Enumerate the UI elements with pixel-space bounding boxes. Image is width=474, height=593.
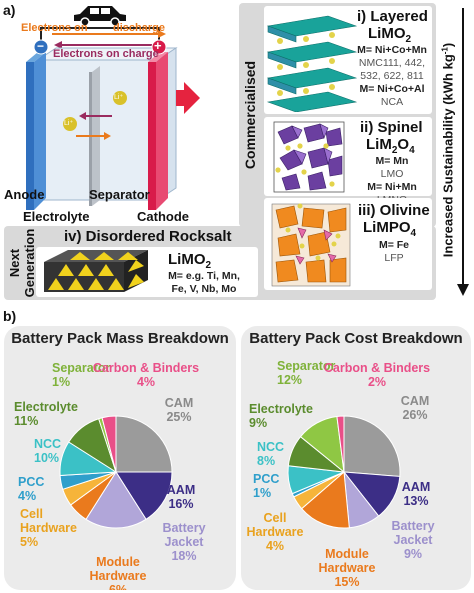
pie-label-battery-jacket: Battery Jacket 9%: [391, 519, 434, 561]
sustainability-label-close: ): [440, 42, 456, 48]
layered-line: M= Ni+Co+Al: [359, 83, 425, 95]
sustainability-label-sup: -1: [440, 47, 450, 55]
discharge-label-left: Electrons on: [21, 22, 88, 34]
next-generation-label: Next Generation: [7, 229, 37, 298]
charge-label: Electrons on charge: [53, 48, 159, 60]
mass-pie-title: Battery Pack Mass Breakdown: [11, 330, 229, 347]
spinel-formula-b: O: [397, 136, 410, 153]
spinel-formula-sub1: 2: [391, 145, 398, 156]
spinel-grey-line: LMO: [380, 168, 404, 180]
pie-slice-battery-jacket: [85, 471, 147, 529]
spinel-line: M= Ni+Mn: [367, 181, 417, 193]
pie-label-cell-hardware: Cell Hardware 4%: [247, 511, 304, 553]
spinel-title: ii) Spinel: [360, 119, 423, 136]
pie-label-pcc: PCC 1%: [253, 472, 279, 500]
olivine-line: M= Fe: [378, 239, 410, 251]
pie-label-module-hardware: Module Hardware 15%: [319, 547, 376, 589]
separator-label: Separator: [89, 187, 150, 202]
spinel-line: M= Mn: [375, 155, 409, 167]
pie-label-aam: AAM 16%: [167, 483, 195, 511]
cathode-plate: [148, 62, 156, 210]
sustainability-label-text: Increased Sustainability (kWh kg: [440, 54, 456, 258]
panel-b-label: b): [3, 308, 17, 324]
pie-label-module-hardware: Module Hardware 6%: [90, 555, 147, 590]
rocksalt-line: M= e.g. Ti, Mn,: [168, 270, 240, 282]
pie-label-battery-jacket: Battery Jacket 18%: [162, 521, 205, 563]
rocksalt-title: iv) Disordered Rocksalt: [64, 228, 232, 245]
anode-label: Anode: [4, 187, 45, 202]
ion-label: Li⁺: [114, 94, 124, 101]
lithium-ion: [63, 117, 77, 131]
pie-label-separator: Separator 1%: [52, 361, 110, 389]
pie-label-cell-hardware: Cell Hardware 5%: [20, 507, 77, 549]
anode-plate: [26, 62, 34, 210]
commercialised-label: Commercialised: [242, 60, 258, 170]
rocksalt-structure-image: [44, 250, 148, 292]
mass-pie-chart: CAM 25% AAM 16% Battery Jacket 18% Module Hardwa…: [14, 361, 206, 590]
sustainability-arrow: [457, 8, 469, 296]
discharge-label-right: discharge: [113, 22, 165, 34]
rocksalt-formula-base: LiMO: [168, 251, 206, 268]
electrolyte-label: Electrolyte: [23, 209, 90, 224]
pie-label-cam: CAM 25%: [165, 396, 193, 424]
olivine-grey-line: LFP: [384, 252, 404, 264]
layered-grey-line: NMC111, 442,: [358, 57, 426, 69]
spinel-formula: LiM2O4: [366, 136, 415, 156]
spinel-structure-image: [273, 121, 345, 193]
rocksalt-formula-sub: 2: [205, 260, 212, 271]
layered-grey-line: 532, 622, 811: [360, 70, 424, 82]
pie-label-carbon-binders: Carbon & Binders 2%: [324, 361, 430, 389]
pie-label-electrolyte: Electrolyte 11%: [14, 400, 78, 428]
cost-pie-chart: CAM 26% AAM 13% Battery Jacket 9% Module Hardwar…: [247, 359, 435, 589]
layered-grey-line: NCA: [380, 96, 404, 108]
layered-title: i) Layered: [357, 8, 428, 25]
pie-label-cam: CAM 26%: [401, 394, 429, 422]
olivine-title: iii) Olivine: [358, 202, 430, 219]
panel-a-label: a): [3, 2, 16, 18]
layered-formula-sub: 2: [405, 34, 412, 45]
layered-formula: LiMO2: [368, 25, 411, 45]
negative-terminal: [33, 39, 49, 55]
layered-formula-base: LiMO: [368, 25, 406, 42]
ion-label: Li⁺: [64, 120, 74, 127]
rocksalt-formula: LiMO2: [168, 251, 211, 271]
pie-slice-cam: [343, 415, 401, 477]
pie-label-carbon-binders: Carbon & Binders 4%: [93, 361, 199, 389]
pie-label-ncc: NCC 8%: [257, 440, 284, 468]
pie-slice-cam: [115, 415, 173, 473]
olivine-formula-base: LiMPO: [363, 219, 411, 236]
car-icon: [74, 6, 126, 27]
next-generation-line1: Next: [7, 248, 22, 278]
spinel-formula-a: LiM: [366, 136, 392, 153]
rocksalt-line: Fe, V, Nb, Mo: [171, 283, 237, 295]
pie-label-electrolyte: Electrolyte 9%: [249, 402, 313, 430]
minus-sign: −: [37, 39, 45, 53]
cathode-label: Cathode: [137, 209, 189, 224]
plus-sign: +: [154, 38, 162, 53]
pie-label-aam: AAM 13%: [402, 480, 430, 508]
olivine-formula-sub: 4: [410, 228, 417, 239]
positive-terminal: [151, 39, 167, 55]
cost-pie-title: Battery Pack Cost Breakdown: [249, 330, 463, 347]
pie-slice-aam: [115, 471, 173, 520]
spinel-formula-sub2: 4: [409, 145, 415, 156]
olivine-formula: LiMPO4: [363, 219, 416, 239]
right-arrow-icon: [176, 82, 200, 114]
next-generation-line2: Generation: [22, 228, 37, 298]
sustainability-label: Increased Sustainability (kWh kg-1): [440, 43, 455, 257]
battery-schematic: [26, 6, 200, 210]
pie-label-ncc: NCC 10%: [34, 437, 61, 465]
lithium-ion: [113, 91, 127, 105]
layered-structure-image: [266, 15, 358, 112]
pie-slice-carbon-binders: [336, 415, 345, 473]
pie-label-separator: Separator 12%: [277, 359, 335, 387]
pie-label-pcc: PCC 4%: [18, 475, 44, 503]
layered-line: M= Ni+Co+Mn: [357, 44, 427, 56]
pie-slice-carbon-binders: [101, 415, 117, 473]
olivine-structure-image: [271, 203, 351, 287]
pie-slice-module-hardware: [300, 470, 350, 529]
